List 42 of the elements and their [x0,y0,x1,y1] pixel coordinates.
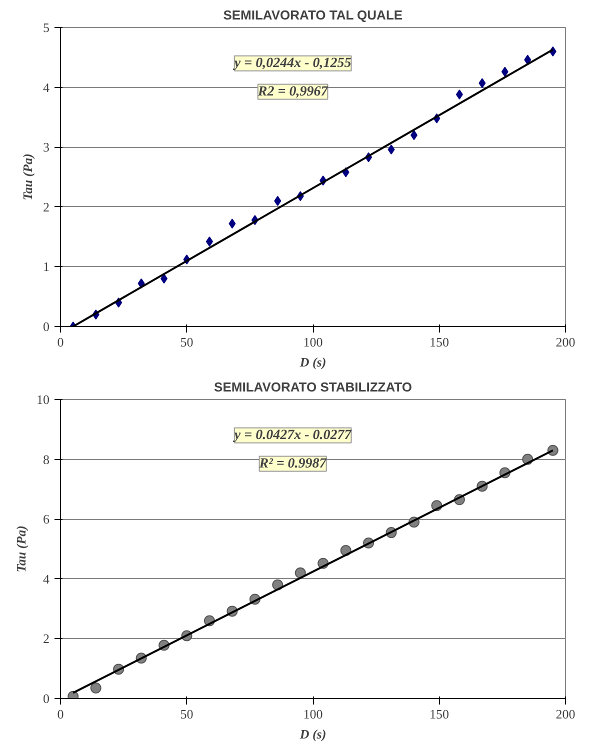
y-tick-label: 5 [43,20,50,35]
annotation: y = 0,0244x - 0,1255 [232,56,352,71]
y-axis-title: Tau (Pa) [20,154,35,200]
point [274,196,282,206]
y-tick-label: 3 [43,140,50,155]
annotation: R2 = 0,9967 [256,84,329,100]
point [501,66,508,77]
chart-title: SEMILAVORATO STABILIZZATO [214,380,412,394]
point [478,78,486,88]
y-tick-label: 10 [36,392,50,407]
y-tick-label: 4 [43,571,50,586]
x-tick-label: 150 [430,334,449,350]
y-tick-label: 6 [43,512,50,527]
x-axis-title: D (s) [298,354,326,370]
point [90,682,102,694]
y-tick-label: 0 [43,691,50,706]
x-tick-label: 100 [303,334,323,350]
annotation: R² = 0.9987 [258,456,328,472]
x-tick-label: 150 [430,706,449,722]
x-tick-label: 200 [556,706,576,722]
point [456,89,463,100]
y-tick-label: 2 [43,631,50,646]
point [160,274,168,284]
y-axis-title: Tau (Pa) [14,526,28,572]
x-tick-label: 200 [556,334,576,350]
point [388,144,395,154]
point [206,236,213,247]
x-tick-label: 100 [303,706,323,722]
y-tick-label: 1 [43,259,50,274]
y-tick-label: 2 [43,199,50,214]
y-tick-label: 0 [43,319,50,334]
y-tick-label: 4 [43,80,50,95]
x-tick-label: 50 [180,334,194,350]
point [524,54,532,65]
x-tick-label: 0 [57,334,64,350]
x-tick-label: 0 [57,706,64,722]
x-tick-label: 50 [180,706,194,722]
y-tick-label: 8 [43,452,50,467]
x-axis-title: D (s) [298,726,326,742]
chart-title: SEMILAVORATO TAL QUALE [223,8,403,22]
point [228,218,236,229]
annotation: y = 0.0427x - 0.0277 [232,428,352,443]
